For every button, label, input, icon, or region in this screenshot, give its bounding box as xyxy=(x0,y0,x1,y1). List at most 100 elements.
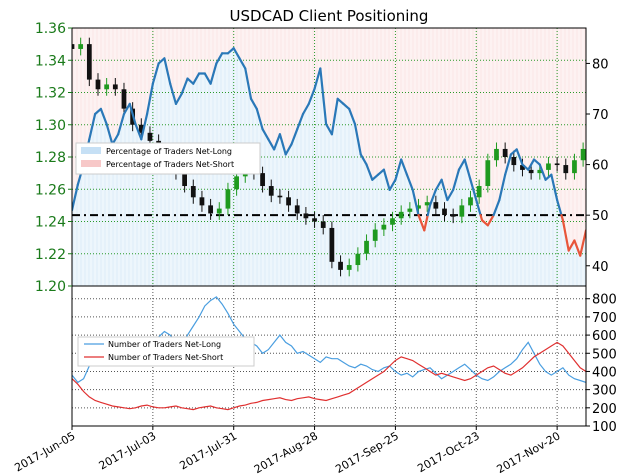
bottom-axis-tick-label: 500 xyxy=(592,347,617,362)
percent-net-long-segment xyxy=(186,77,195,85)
price-candle-body xyxy=(346,265,352,270)
percent-net-long-segment xyxy=(209,62,218,85)
percent-net-long-segment xyxy=(267,138,276,151)
percent-net-long-segment xyxy=(440,178,449,202)
net-long-area-segment xyxy=(291,129,298,286)
percent-net-long-segment xyxy=(428,188,437,207)
net-long-area-segment xyxy=(95,108,101,286)
date-axis-tick-label: 2017-Nov-20 xyxy=(495,429,563,475)
percent-net-long-segment xyxy=(244,67,253,100)
chart-title: USDCAD Client Positioning xyxy=(230,7,429,25)
percent-net-long-segment xyxy=(249,97,258,111)
traders-net-short-line xyxy=(72,341,586,411)
net-short-area-segment xyxy=(308,28,315,104)
percent-long-line xyxy=(72,47,586,257)
percent-net-long-segment xyxy=(556,198,563,217)
left-axis-tick-label: 1.32 xyxy=(35,86,66,102)
bottom-axis-tick-label: 800 xyxy=(592,293,617,308)
percent-net-long-segment xyxy=(342,102,351,111)
net-short-area-segment xyxy=(343,28,350,109)
net-long-area-segment xyxy=(303,103,309,286)
percent-net-long-segment xyxy=(238,57,247,70)
price-candle-body xyxy=(511,157,517,166)
top-legend: Percentage of Traders Net-Long Percentag… xyxy=(75,142,261,175)
price-candle-body xyxy=(112,84,118,90)
left-axis-tick-label: 1.28 xyxy=(35,150,66,166)
net-long-area-segment xyxy=(204,73,211,286)
percent-net-short-segment xyxy=(561,219,570,252)
percent-net-long-segment xyxy=(284,143,293,156)
left-axis-tick-label: 1.24 xyxy=(35,215,66,231)
price-candle-body xyxy=(104,84,110,90)
percent-net-long-segment xyxy=(255,107,264,131)
percent-net-long-segment xyxy=(336,97,345,105)
right-percent-axis: 40 50 60 70 80 xyxy=(586,57,609,275)
price-candle-body xyxy=(459,205,465,217)
legend-net-short-label: Percentage of Traders Net-Short xyxy=(106,160,234,169)
percent-net-long-segment xyxy=(400,158,409,176)
percent-net-long-segment xyxy=(99,107,108,126)
percent-net-long-segment xyxy=(290,128,299,146)
percent-net-long-segment xyxy=(301,102,310,116)
date-axis-tick-label: 2017-Jun-05 xyxy=(12,429,77,474)
percent-net-long-segment xyxy=(134,123,143,141)
date-axis-tick-label: 2017-Jul-03 xyxy=(97,429,159,472)
percent-net-long-segment xyxy=(475,198,482,217)
net-short-area-segment xyxy=(256,28,263,130)
price-candle-body xyxy=(277,195,283,198)
net-long-area-segment xyxy=(412,189,419,286)
right-axis-tick-label: 80 xyxy=(592,57,609,72)
price-candle-body xyxy=(381,224,387,230)
percent-net-long-segment xyxy=(215,52,224,65)
legend-traders-net-short-label: Number of Traders Net-Short xyxy=(108,353,223,362)
net-short-area-segment xyxy=(152,28,159,84)
price-candle-body xyxy=(199,197,205,206)
price-candle-body xyxy=(338,261,343,270)
percent-net-long-segment xyxy=(359,153,368,166)
percent-net-long-segment xyxy=(296,112,305,131)
price-candle-body xyxy=(433,202,439,209)
price-candle-body xyxy=(294,205,300,214)
percent-net-long-segment xyxy=(180,77,189,95)
price-candle-body xyxy=(182,173,188,187)
bottom-axis-tick-label: 400 xyxy=(592,365,617,380)
percent-net-long-segment xyxy=(145,82,154,116)
price-candle-body xyxy=(450,215,456,217)
percent-net-long-segment xyxy=(174,92,183,105)
net-short-area-segment xyxy=(453,28,459,190)
percent-net-long-segment xyxy=(550,173,559,202)
percent-net-long-segment xyxy=(544,173,553,181)
net-short-area-segment xyxy=(291,28,298,145)
percent-net-long-segment xyxy=(348,107,357,126)
price-candle-body xyxy=(286,197,291,206)
net-long-area-segment xyxy=(464,159,471,286)
price-candle-body xyxy=(476,186,482,198)
percent-net-long-segment xyxy=(504,153,513,176)
percent-net-long-segment xyxy=(452,168,461,191)
date-axis: 2017-Jun-05 2017-Jul-03 2017-Jul-31 2017-Au… xyxy=(12,426,563,475)
percent-net-long-segment xyxy=(426,203,432,217)
top-fill-layer xyxy=(72,28,586,286)
percent-net-long-segment xyxy=(325,123,333,136)
percent-net-long-segment xyxy=(411,188,420,217)
net-long-area-segment xyxy=(395,159,402,286)
net-long-swatch xyxy=(81,147,101,154)
bottom-axis-tick-label: 300 xyxy=(592,384,617,399)
percent-net-long-segment xyxy=(192,72,201,85)
price-candle-body xyxy=(72,44,75,49)
price-candle-body xyxy=(546,163,551,170)
price-candle-body xyxy=(147,132,153,141)
percent-net-long-segment xyxy=(105,123,114,146)
right-axis-tick-label: 50 xyxy=(592,209,609,224)
price-candle-body xyxy=(416,205,421,209)
price-candle-body xyxy=(442,208,447,216)
net-long-area-segment xyxy=(360,154,367,286)
percent-net-long-segment xyxy=(394,158,403,181)
net-short-area-segment xyxy=(251,28,257,109)
net-long-area-segment xyxy=(551,174,558,286)
right-axis-tick-label: 70 xyxy=(592,108,609,123)
percent-net-long-segment xyxy=(498,173,507,202)
bottom-count-axis: 100 200 300 400 500 600 700 800 xyxy=(586,293,617,435)
left-axis-tick-label: 1.26 xyxy=(35,182,66,198)
